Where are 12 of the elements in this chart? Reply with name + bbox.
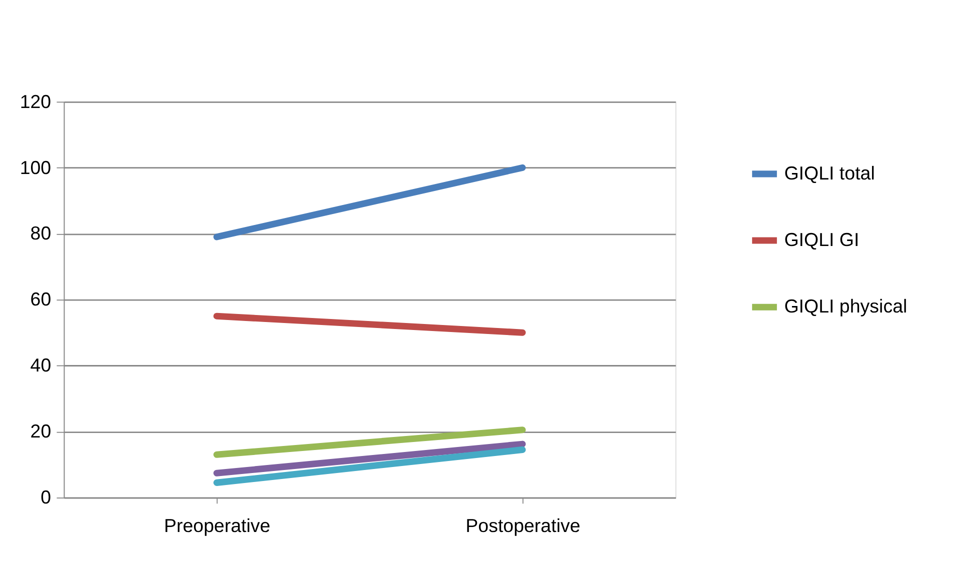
x-tick-label: Preoperative <box>164 514 270 536</box>
y-tick-label: 80 <box>30 222 52 244</box>
y-tick-label: 120 <box>20 90 52 112</box>
legend-label: GIQLI physical <box>784 296 908 317</box>
legend-label: GIQLI GI <box>784 229 860 250</box>
x-tick-label: Postoperative <box>466 514 580 536</box>
y-tick-label: 60 <box>30 288 52 310</box>
legend-label: GIQLI total <box>784 162 875 184</box>
y-tick-label: 0 <box>40 486 52 508</box>
y-tick-label: 40 <box>30 354 52 376</box>
y-tick-label: 20 <box>30 420 52 442</box>
y-tick-label: 100 <box>20 156 52 178</box>
